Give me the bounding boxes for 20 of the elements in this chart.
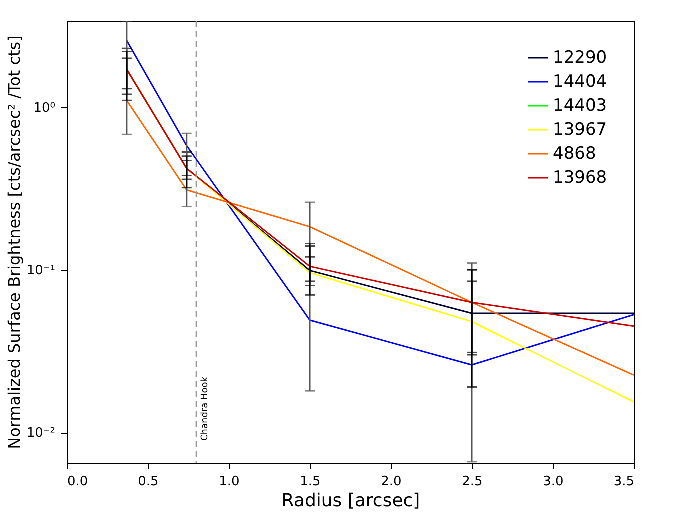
y-axis-title: Normalized Surface Brightness [cts/arcsec² /Tot cts]	[4, 36, 24, 450]
x-tick-label: 1.0	[219, 474, 240, 490]
legend-label: 14403	[553, 96, 608, 116]
x-tick-label: 3.0	[543, 474, 564, 490]
x-tick-label: 2.0	[381, 474, 402, 490]
legend-label: 4868	[553, 144, 596, 164]
x-tick-label: 3.5	[614, 474, 634, 490]
legend-label: 12290	[553, 48, 608, 68]
x-axis-title: Radius [arcsec]	[282, 490, 420, 512]
y-tick-label: 10⁻²	[26, 426, 56, 442]
x-tick-label: 2.5	[462, 474, 483, 490]
ref-line-label: Chandra Hook	[200, 376, 211, 441]
legend-label: 14404	[553, 72, 608, 92]
legend-label: 13968	[553, 168, 608, 188]
x-tick-label: 0.0	[68, 474, 88, 490]
x-tick-label: 1.5	[300, 474, 321, 490]
y-tick-label: 10⁻¹	[26, 263, 56, 278]
y-tick-label: 10⁰	[34, 100, 56, 116]
x-tick-label: 0.5	[138, 474, 159, 490]
legend-label: 13967	[553, 120, 608, 140]
